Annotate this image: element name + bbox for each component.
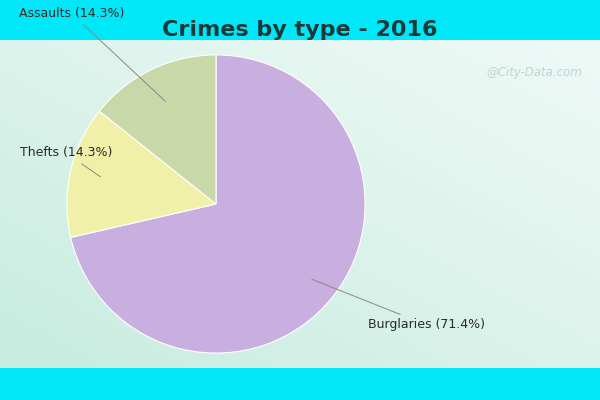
Wedge shape bbox=[71, 55, 365, 353]
Text: Crimes by type - 2016: Crimes by type - 2016 bbox=[162, 20, 438, 40]
Text: Burglaries (71.4%): Burglaries (71.4%) bbox=[312, 279, 485, 331]
Wedge shape bbox=[100, 55, 216, 204]
Wedge shape bbox=[67, 111, 216, 238]
Text: Assaults (14.3%): Assaults (14.3%) bbox=[19, 7, 166, 101]
Text: @City-Data.com: @City-Data.com bbox=[486, 66, 582, 79]
Text: Thefts (14.3%): Thefts (14.3%) bbox=[20, 146, 112, 177]
